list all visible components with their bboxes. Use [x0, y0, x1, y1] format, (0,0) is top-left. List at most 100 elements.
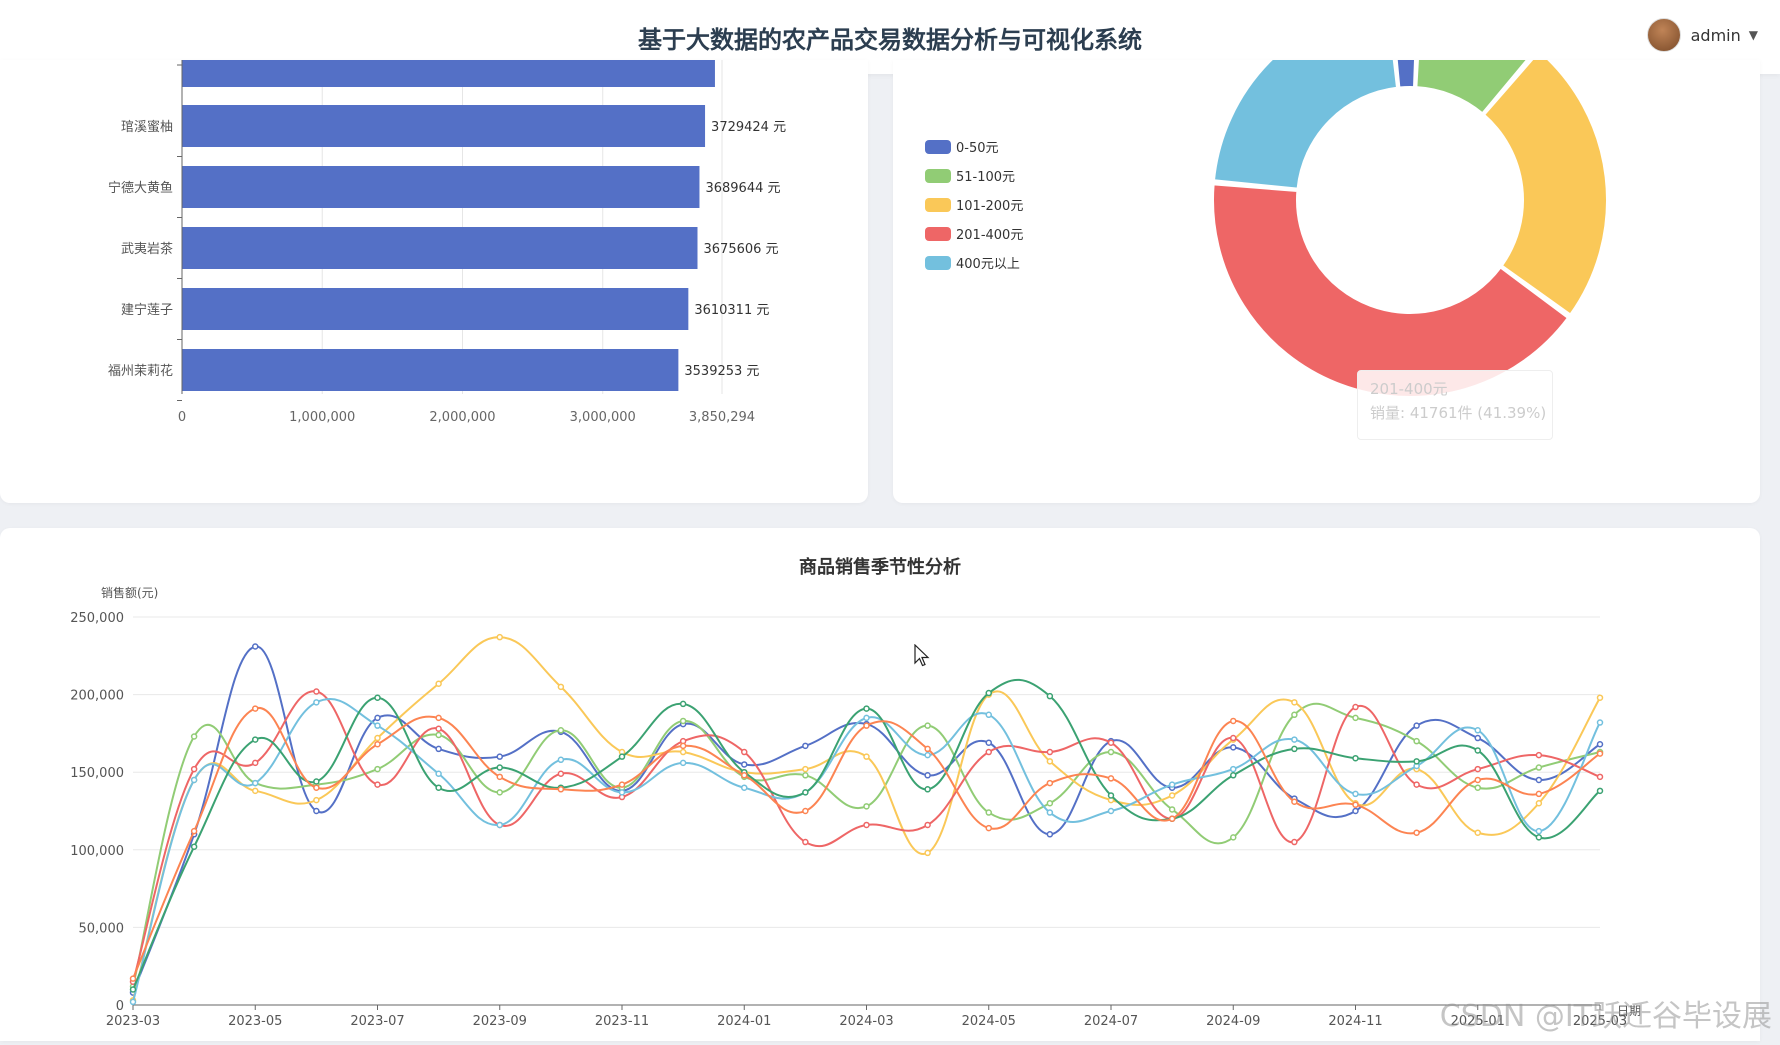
line-y-tick-label: 0 — [116, 999, 124, 1014]
line-point — [252, 736, 259, 743]
line-point — [1230, 734, 1237, 742]
line-point — [374, 734, 381, 742]
line-point — [1352, 801, 1359, 809]
line-point — [252, 643, 259, 650]
bar-category-label: 宁德大黄鱼 — [108, 180, 173, 196]
line-x-tick-label: 2023-11 — [595, 1014, 649, 1029]
line-point — [1474, 747, 1481, 754]
bar — [182, 105, 706, 147]
line-point — [557, 727, 565, 734]
line-point — [1596, 694, 1604, 701]
bar-partial — [182, 60, 715, 87]
line-point — [129, 975, 137, 982]
bar-x-tick-label: 0 — [178, 410, 186, 425]
line-point — [1413, 722, 1420, 729]
pie-legend-label: 101-200元 — [956, 199, 1023, 214]
line-x-tick-label: 2024-07 — [1084, 1014, 1138, 1029]
line-point — [1107, 775, 1115, 782]
bar — [182, 349, 679, 391]
line-x-tick-label: 2023-03 — [106, 1014, 160, 1029]
line-point — [802, 742, 809, 750]
line-point — [190, 843, 198, 850]
line-point — [190, 765, 198, 773]
pie-legend-swatch — [925, 140, 951, 154]
pie-legend-swatch — [925, 227, 951, 241]
line-chart-title: 商品销售季节性分析 — [799, 556, 961, 578]
bar-value-label: 3539253 元 — [684, 364, 759, 379]
bar-category-label: 武夷岩茶 — [121, 241, 173, 257]
line-x-tick-label: 2023-09 — [473, 1014, 527, 1029]
line-point — [1046, 799, 1054, 807]
line-point — [496, 773, 503, 781]
line-point — [924, 849, 931, 857]
mouse-cursor-icon — [914, 644, 930, 667]
line-point — [1291, 711, 1298, 719]
line-point — [1413, 737, 1420, 745]
username[interactable]: admin — [1690, 25, 1741, 45]
line-point — [1535, 790, 1543, 798]
line-point — [313, 784, 320, 791]
line-point — [1291, 798, 1298, 805]
line-point — [1107, 807, 1115, 815]
line-point — [557, 683, 565, 691]
line-x-tick-label: 2023-05 — [228, 1014, 282, 1029]
line-point — [863, 705, 870, 712]
line-point — [1535, 776, 1543, 784]
line-point — [1474, 734, 1481, 742]
line-point — [374, 765, 381, 773]
line-point — [985, 824, 992, 832]
line-point — [190, 776, 198, 784]
line-point — [1046, 748, 1054, 756]
line-point — [1413, 758, 1420, 765]
line-x-tick-label: 2024-05 — [962, 1014, 1016, 1029]
line-point — [1168, 781, 1176, 788]
user-menu[interactable]: admin ▼ — [1646, 18, 1758, 52]
line-point — [741, 772, 748, 779]
line-point — [741, 748, 748, 756]
line-point — [863, 821, 870, 829]
line-point — [679, 748, 687, 756]
price-range-pie-chart: 0-50元 51-100元 101-200元 201-400元 400元以上 — [925, 2, 1608, 398]
line-point — [679, 759, 687, 767]
line-point — [985, 748, 992, 756]
line-point — [252, 787, 259, 795]
pie-legend-swatch — [925, 198, 951, 212]
line-point — [985, 739, 992, 746]
bar-x-tick-label: 3,850,294 — [689, 410, 755, 425]
line-x-tick-label: 2025-03 — [1573, 1014, 1627, 1029]
line-point — [252, 759, 259, 767]
line-point — [1352, 703, 1359, 711]
line-point — [1291, 699, 1298, 706]
line-point — [1596, 773, 1604, 781]
chevron-down-icon[interactable]: ▼ — [1748, 28, 1758, 42]
bar-value-label: 3675606 元 — [704, 242, 779, 257]
line-point — [1352, 754, 1359, 762]
app-title: 基于大数据的农产品交易数据分析与可视化系统 — [638, 26, 1142, 54]
user-avatar[interactable] — [1646, 18, 1681, 52]
line-point — [802, 765, 809, 773]
line-point — [1413, 781, 1420, 788]
line-point — [1230, 834, 1237, 841]
line-point — [863, 714, 870, 722]
line-point — [924, 786, 931, 793]
line-point — [496, 789, 503, 796]
line-point — [802, 772, 809, 779]
line-point — [802, 807, 809, 815]
top-products-bar-card: 0 1,000,000 2,000,000 3,000,000 3,850,294 琯溪蜜… — [0, 60, 868, 503]
line-point — [1535, 834, 1543, 841]
bar-x-tick-label: 3,000,000 — [570, 410, 636, 425]
line-point — [863, 803, 870, 810]
line-x-tick-label: 2024-11 — [1328, 1014, 1382, 1029]
bar — [182, 227, 698, 269]
bar-value-label: 3610311 元 — [694, 303, 769, 318]
line-point — [1474, 765, 1481, 773]
line-y-tick-label: 150,000 — [70, 766, 124, 781]
line-point — [1352, 807, 1359, 815]
line-point — [679, 717, 687, 725]
line-x-tick-label: 2024-03 — [839, 1014, 893, 1029]
pie-legend-label: 400元以上 — [956, 257, 1020, 272]
bar — [182, 288, 689, 330]
line-point — [985, 689, 992, 697]
line-point — [190, 733, 198, 740]
